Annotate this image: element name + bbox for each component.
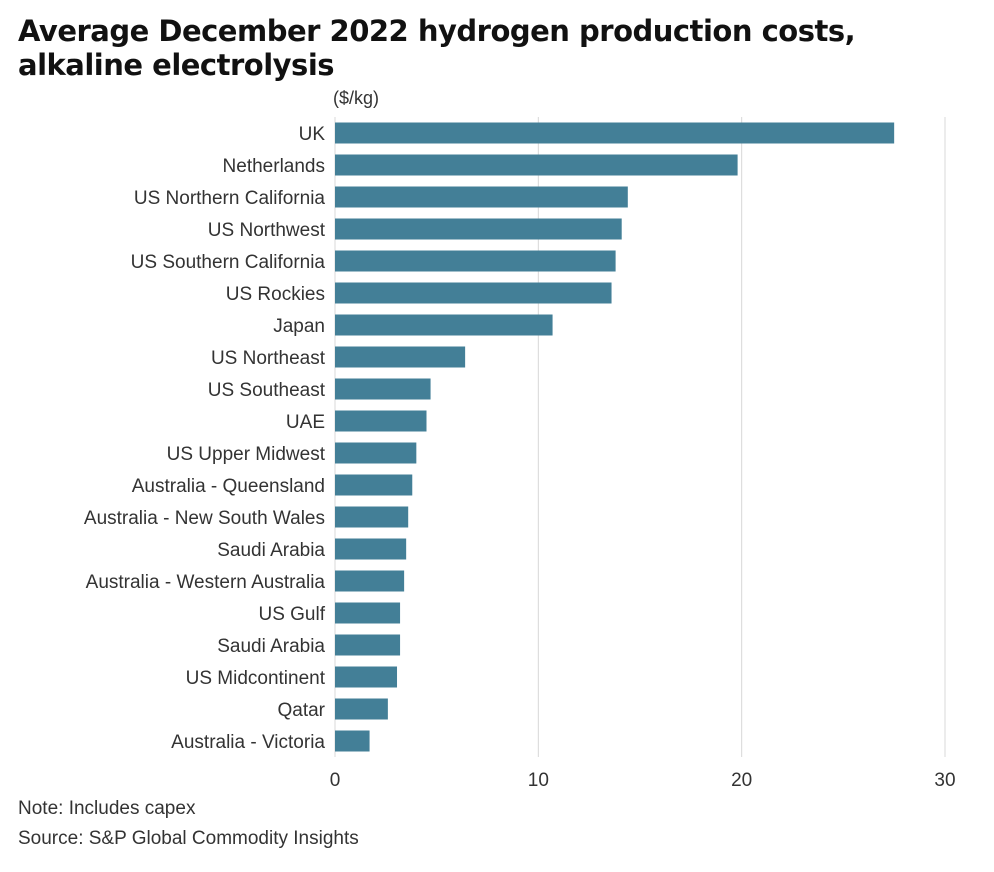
category-label: Netherlands [223, 156, 325, 177]
bar [335, 634, 401, 656]
bar [335, 602, 401, 624]
category-label: US Gulf [258, 604, 325, 625]
category-label: Australia - Western Australia [86, 572, 326, 593]
title-line-2: alkaline electrolysis [18, 48, 335, 82]
category-label: US Northern California [134, 188, 326, 209]
category-label: US Northwest [208, 220, 326, 241]
bar [335, 378, 431, 400]
bar [335, 154, 738, 176]
x-tick-label: 10 [528, 770, 549, 791]
bar [335, 442, 417, 464]
category-label: US Upper Midwest [167, 444, 326, 465]
x-tick-label: 0 [330, 770, 341, 791]
bar [335, 410, 427, 432]
category-label: Australia - Victoria [171, 732, 325, 753]
x-tick-label: 20 [731, 770, 752, 791]
category-label: Australia - New South Wales [84, 508, 325, 529]
category-label: US Southern California [131, 252, 326, 273]
bar [335, 218, 622, 240]
x-tick-label: 30 [934, 770, 955, 791]
category-label: Qatar [277, 700, 325, 721]
bar [335, 538, 407, 560]
bar [335, 282, 612, 304]
bar [335, 666, 398, 688]
title-line-1: Average December 2022 hydrogen productio… [18, 14, 856, 48]
category-label: UK [299, 124, 326, 145]
bar [335, 698, 388, 720]
bar [335, 506, 409, 528]
category-label: UAE [286, 412, 325, 433]
bar [335, 570, 405, 592]
category-label: Saudi Arabia [217, 636, 325, 657]
bar [335, 730, 370, 752]
bar [335, 346, 466, 368]
bar [335, 122, 895, 144]
source: Source: S&P Global Commodity Insights [18, 828, 359, 849]
category-label: US Northeast [211, 348, 326, 369]
category-label: US Rockies [226, 284, 325, 305]
note: Note: Includes capex [18, 798, 196, 819]
category-label: US Southeast [208, 380, 326, 401]
category-label: Japan [273, 316, 325, 337]
bar [335, 250, 616, 272]
unit-label: ($/kg) [333, 88, 380, 108]
category-label: Australia - Queensland [132, 476, 325, 497]
category-label: Saudi Arabia [217, 540, 325, 561]
category-label: US Midcontinent [186, 668, 326, 689]
bar [335, 314, 553, 336]
plot-area: 0 10 20 30 UK Netherlands US Northern Californ… [84, 117, 956, 791]
bar [335, 474, 413, 496]
chart-title: Average December 2022 hydrogen productio… [18, 14, 856, 82]
bar [335, 186, 628, 208]
